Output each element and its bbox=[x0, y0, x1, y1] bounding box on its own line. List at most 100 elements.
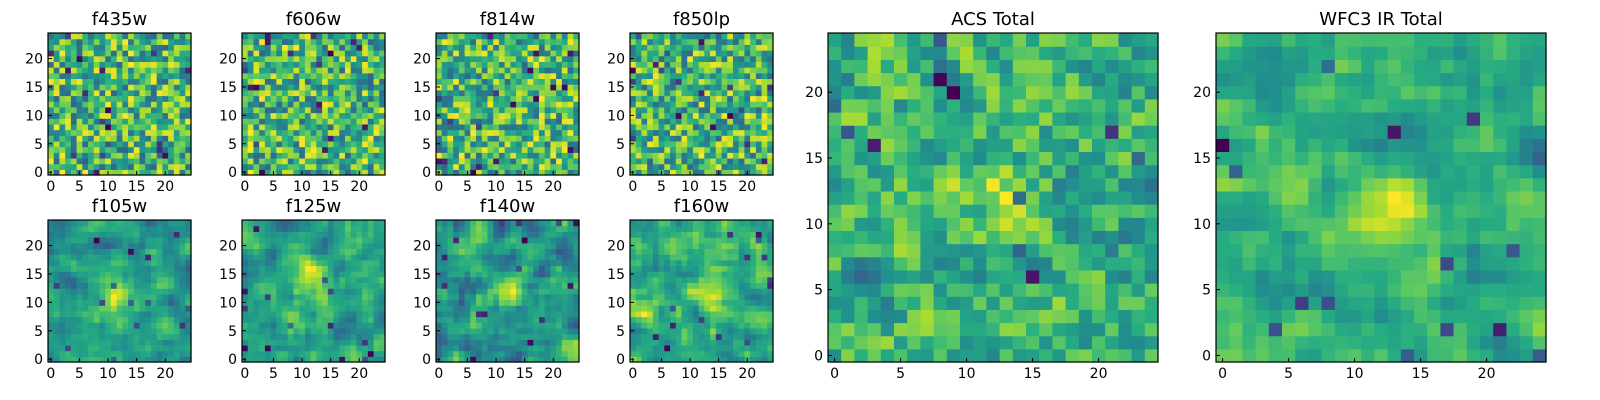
heatmap-cell bbox=[516, 225, 523, 232]
heatmap-cell bbox=[635, 163, 643, 170]
heatmap-cell bbox=[339, 225, 346, 232]
heatmap-cell bbox=[658, 310, 665, 318]
heatmap-cell bbox=[698, 123, 705, 131]
y-tick-label: 0 bbox=[228, 352, 237, 368]
heatmap-cell bbox=[652, 288, 660, 295]
heatmap-cell bbox=[493, 254, 500, 261]
heatmap-cell bbox=[681, 333, 688, 340]
heatmap-cell bbox=[327, 316, 335, 323]
heatmap-cell bbox=[356, 55, 363, 62]
heatmap-cell bbox=[510, 101, 517, 108]
heatmap-cell bbox=[310, 84, 317, 91]
heatmap-cell bbox=[458, 163, 466, 170]
heatmap-cell bbox=[59, 254, 66, 261]
heatmap-cell bbox=[48, 344, 55, 352]
heatmap-cell bbox=[173, 254, 181, 261]
heatmap-cell bbox=[441, 55, 449, 62]
heatmap-cell bbox=[527, 129, 534, 136]
heatmap-cell bbox=[533, 282, 540, 289]
heatmap-cell bbox=[139, 305, 146, 312]
heatmap-cell bbox=[65, 282, 72, 289]
heatmap-cell bbox=[264, 78, 272, 85]
heatmap-cell bbox=[105, 220, 112, 227]
heatmap-cell bbox=[755, 310, 763, 318]
y-tick-label: 20 bbox=[25, 52, 43, 68]
heatmap-cell bbox=[133, 95, 141, 102]
heatmap-cell bbox=[681, 72, 688, 80]
heatmap-cell bbox=[692, 276, 700, 284]
heatmap-cell bbox=[93, 350, 101, 357]
heatmap-cell bbox=[476, 339, 483, 346]
heatmap-cell bbox=[476, 61, 483, 68]
heatmap-cell bbox=[732, 33, 740, 40]
heatmap-cell bbox=[493, 67, 500, 74]
heatmap-cell bbox=[510, 271, 517, 278]
heatmap-cell bbox=[447, 248, 454, 255]
heatmap-cell bbox=[379, 231, 386, 238]
heatmap-cell bbox=[687, 333, 694, 340]
heatmap-cell bbox=[561, 248, 569, 255]
heatmap-cell bbox=[527, 123, 534, 131]
heatmap-cell bbox=[322, 95, 329, 102]
heatmap-cell bbox=[436, 38, 443, 45]
heatmap-cell bbox=[82, 271, 89, 278]
heatmap-cell bbox=[652, 72, 660, 80]
x-tick-label: 10 bbox=[293, 179, 311, 195]
heatmap-cell bbox=[162, 123, 169, 131]
heatmap-cell bbox=[282, 356, 289, 363]
heatmap-cell bbox=[356, 248, 363, 255]
heatmap-cell bbox=[299, 316, 306, 323]
heatmap-cell bbox=[162, 220, 169, 227]
heatmap-cell bbox=[99, 95, 106, 102]
heatmap-cell bbox=[344, 310, 352, 318]
heatmap-cell bbox=[322, 140, 329, 148]
heatmap-cell bbox=[453, 106, 460, 114]
heatmap-cell bbox=[681, 327, 688, 335]
heatmap-cell bbox=[464, 242, 471, 249]
x-tick-label: 15 bbox=[322, 179, 340, 195]
heatmap-cell bbox=[744, 140, 751, 148]
heatmap-cell bbox=[145, 220, 152, 227]
heatmap-cell bbox=[538, 118, 546, 125]
heatmap-cell bbox=[476, 123, 483, 131]
heatmap-cell bbox=[464, 140, 471, 148]
heatmap-cell bbox=[493, 140, 500, 148]
heatmap-cell bbox=[339, 265, 346, 272]
heatmap-cell bbox=[544, 55, 551, 62]
heatmap-cell bbox=[344, 327, 352, 335]
heatmap-cell bbox=[647, 61, 654, 68]
heatmap-cell bbox=[156, 305, 163, 312]
heatmap-cell bbox=[750, 33, 757, 40]
heatmap-cell bbox=[350, 310, 357, 318]
heatmap-cell bbox=[179, 89, 186, 97]
heatmap-cell bbox=[53, 140, 61, 148]
heatmap-cell bbox=[447, 157, 454, 165]
heatmap-cell bbox=[652, 101, 660, 108]
heatmap-cell bbox=[76, 33, 83, 40]
heatmap-cell bbox=[544, 78, 551, 85]
heatmap-cell bbox=[70, 152, 78, 159]
heatmap-cell bbox=[99, 305, 106, 312]
heatmap-cell bbox=[447, 265, 454, 272]
heatmap-cell bbox=[567, 356, 574, 363]
heatmap-cell bbox=[270, 33, 277, 40]
heatmap-cell bbox=[88, 305, 95, 312]
heatmap-cell bbox=[533, 50, 540, 57]
heatmap-cell bbox=[293, 265, 300, 272]
heatmap-cell bbox=[447, 327, 454, 335]
heatmap-cell bbox=[767, 89, 774, 97]
heatmap-cell bbox=[755, 129, 763, 136]
heatmap-cell bbox=[282, 339, 289, 346]
heatmap-cell bbox=[630, 50, 637, 57]
heatmap-cell bbox=[304, 242, 312, 249]
heatmap-cell bbox=[287, 350, 295, 357]
heatmap-cell bbox=[767, 259, 774, 267]
heatmap-cell bbox=[150, 350, 158, 357]
heatmap-cell bbox=[350, 350, 357, 357]
heatmap-cell bbox=[139, 101, 146, 108]
heatmap-cell bbox=[761, 44, 768, 51]
heatmap-cell bbox=[150, 129, 158, 136]
heatmap-cell bbox=[732, 356, 740, 363]
heatmap-cell bbox=[755, 259, 763, 267]
heatmap-cell bbox=[65, 288, 72, 295]
